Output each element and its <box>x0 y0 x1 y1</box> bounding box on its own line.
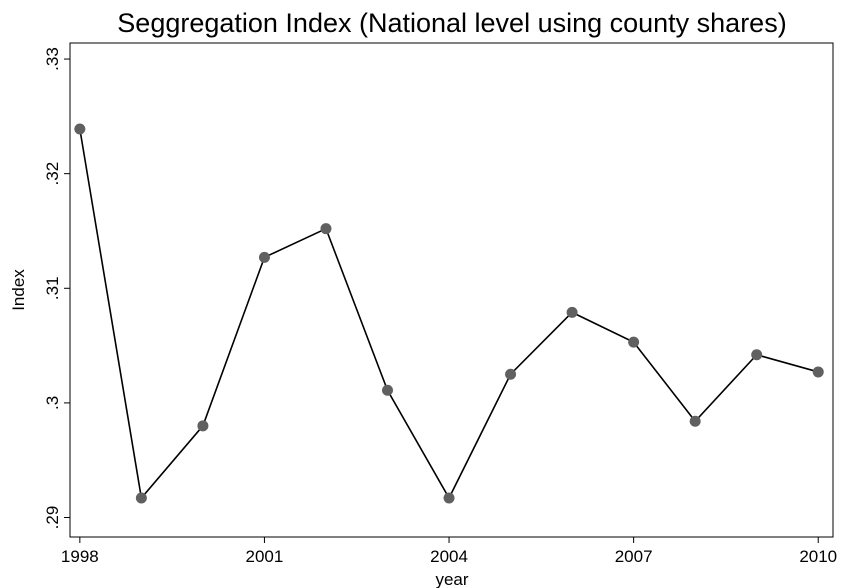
y-axis-label: Index <box>9 269 28 311</box>
x-tick-label: 1998 <box>61 547 99 566</box>
point <box>628 336 640 348</box>
x-tick-label: 2010 <box>799 547 837 566</box>
point <box>751 349 763 361</box>
point <box>74 123 86 135</box>
point <box>135 492 147 504</box>
y-tick-label: .33 <box>43 47 62 71</box>
y-tick-label: .29 <box>43 506 62 530</box>
point <box>320 223 332 235</box>
y-tick-label: .32 <box>43 162 62 186</box>
point <box>566 306 578 318</box>
x-tick-label: 2004 <box>430 547 468 566</box>
point <box>382 384 394 396</box>
point <box>443 492 455 504</box>
plot-frame <box>69 42 834 538</box>
x-tick-label: 2001 <box>246 547 284 566</box>
x-tick-label: 2007 <box>615 547 653 566</box>
point <box>812 366 824 378</box>
point <box>505 368 517 380</box>
point <box>197 420 209 432</box>
y-tick-label: .31 <box>43 276 62 300</box>
point <box>689 415 701 427</box>
point <box>258 251 270 263</box>
x-axis-label: year <box>435 570 468 588</box>
chart-title: Seggregation Index (National level using… <box>117 8 786 38</box>
y-tick-label: .3 <box>43 396 62 410</box>
